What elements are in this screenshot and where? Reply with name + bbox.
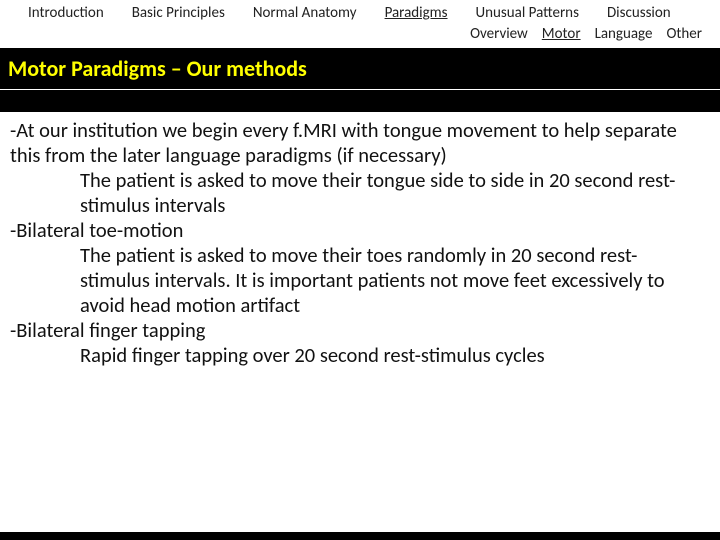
tab-introduction[interactable]: Introduction bbox=[28, 4, 104, 22]
heading-bar: Motor Paradigms – Our methods bbox=[0, 47, 720, 90]
tab-discussion[interactable]: Discussion bbox=[607, 4, 671, 22]
tab-normal-anatomy[interactable]: Normal Anatomy bbox=[253, 4, 357, 22]
body-paragraph: -At our institution we begin every f.MRI… bbox=[10, 118, 706, 168]
body-paragraph-indent: The patient is asked to move their toes … bbox=[10, 243, 706, 318]
nav-primary: Introduction Basic Principles Normal Ana… bbox=[0, 0, 720, 24]
subtab-overview[interactable]: Overview bbox=[470, 25, 528, 43]
subtab-motor[interactable]: Motor bbox=[542, 25, 581, 43]
content-body: -At our institution we begin every f.MRI… bbox=[0, 112, 720, 532]
tab-paradigms[interactable]: Paradigms bbox=[385, 4, 448, 22]
tab-unusual-patterns[interactable]: Unusual Patterns bbox=[476, 4, 579, 22]
subtab-other[interactable]: Other bbox=[666, 25, 702, 43]
tab-basic-principles[interactable]: Basic Principles bbox=[132, 4, 225, 22]
body-paragraph: -Bilateral toe-motion bbox=[10, 218, 706, 243]
body-paragraph: -Bilateral finger tapping bbox=[10, 318, 706, 343]
page-title: Motor Paradigms – Our methods bbox=[8, 55, 712, 82]
subtab-language[interactable]: Language bbox=[595, 25, 653, 43]
body-paragraph-indent: Rapid finger tapping over 20 second rest… bbox=[10, 343, 706, 368]
nav-secondary: Overview Motor Language Other bbox=[0, 24, 720, 47]
body-paragraph-indent: The patient is asked to move their tongu… bbox=[10, 168, 706, 218]
